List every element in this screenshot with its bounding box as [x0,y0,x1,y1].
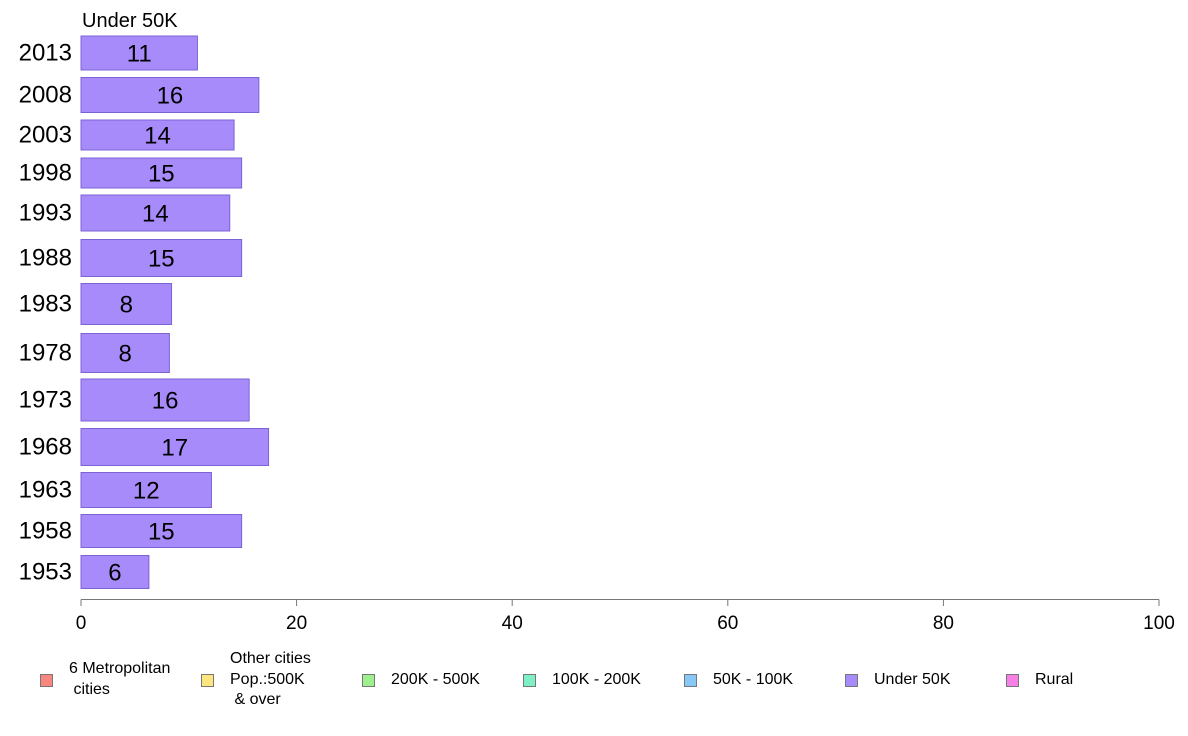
bar [80,239,243,277]
data-label: 14 [142,201,169,228]
year-label: 1968 [19,434,72,461]
year-label: 1993 [19,200,72,227]
legend-swatch [201,673,214,687]
year-label: 2008 [19,82,72,109]
legend-item: 200K - 500K [362,645,480,715]
bar [80,514,243,548]
x-axis: 0 20 40 60 80 100 [76,600,1175,634]
legend-swatch [845,673,858,687]
legend-label: Other cities Pop.:500K & over [230,649,311,709]
x-tick-label: 20 [286,613,307,634]
data-label: 17 [161,435,188,462]
year-label: 1978 [19,340,72,367]
bar [80,472,212,508]
bar [80,157,243,189]
data-label: 15 [148,246,175,273]
legend-label: Under 50K [874,670,951,688]
legend-label: Rural [1035,670,1074,688]
year-label: 1953 [19,559,72,586]
chart: Under 50K 2013 11 2008 16 2003 14 1998 15 1993 14 1… [19,10,1160,600]
bar [80,194,231,232]
x-tick-label: 0 [76,613,87,634]
bar [80,77,260,113]
data-label: 12 [133,478,160,505]
x-tick-label: 60 [717,613,738,634]
bar [80,378,250,422]
data-label: 15 [148,519,175,546]
data-label: 8 [120,292,133,319]
x-tick-label: 100 [1143,613,1175,634]
year-label: 1988 [19,245,72,272]
legend-swatch [523,673,536,687]
data-label: 6 [108,560,121,587]
bar [80,119,235,151]
data-label: 16 [157,83,184,110]
legend-item: 100K - 200K [523,645,641,715]
year-label: 2003 [19,122,72,149]
legend-item: 6 Metropolitan cities [40,645,170,715]
x-tick-label: 80 [933,613,954,634]
panel-title: Under 50K [82,10,178,32]
legend-swatch [40,673,53,687]
legend-label: 200K - 500K [391,670,480,688]
bar-chart: Under 50K 2013 11 2008 16 2003 14 1998 15 1993 14 1… [19,10,1160,600]
year-label: 1963 [19,477,72,504]
legend-item: Rural [1006,645,1073,715]
data-label: 16 [152,388,179,415]
year-label: 1983 [19,291,72,318]
legend: 6 Metropolitan cities Other cities Pop.:5… [0,645,1188,725]
year-label: 1998 [19,160,72,187]
legend-swatch [684,673,697,687]
bar [80,333,170,373]
year-label: 2013 [19,40,72,67]
bar [80,35,198,71]
legend-label: 100K - 200K [552,670,641,688]
legend-swatch [362,673,375,687]
legend-label: 50K - 100K [713,670,794,688]
legend-item: Other cities Pop.:500K & over [201,645,311,715]
legend-swatch [1006,673,1019,687]
data-label: 14 [144,123,171,150]
x-tick-label: 40 [502,613,523,634]
data-label: 15 [148,161,175,188]
legend-item: 50K - 100K [684,645,793,715]
year-label: 1958 [19,518,72,545]
bar [80,283,173,325]
year-label: 1973 [19,387,72,414]
legend-item: Under 50K [845,645,951,715]
legend-label: 6 Metropolitan cities [69,660,171,698]
bar [80,428,270,466]
bar [80,555,150,589]
data-label: 11 [127,41,152,68]
data-label: 8 [119,341,132,368]
